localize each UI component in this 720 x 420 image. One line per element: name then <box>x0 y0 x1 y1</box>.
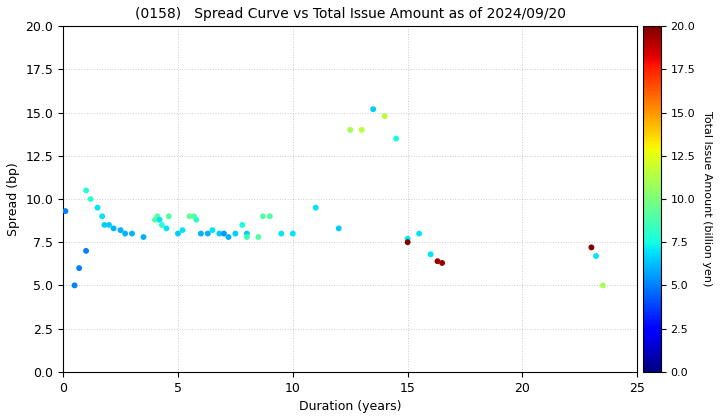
Point <box>149 216 161 223</box>
Point <box>253 234 264 240</box>
Point <box>402 235 413 242</box>
Point <box>287 230 299 237</box>
Point <box>432 258 444 265</box>
X-axis label: Duration (years): Duration (years) <box>299 400 402 413</box>
Point <box>413 230 425 237</box>
Point <box>154 216 166 223</box>
Point <box>344 126 356 133</box>
Point <box>590 253 602 260</box>
Point <box>425 251 436 257</box>
Point <box>402 239 413 246</box>
Point <box>218 230 230 237</box>
Point <box>436 260 448 266</box>
Point <box>356 126 367 133</box>
Point <box>214 230 225 237</box>
Point <box>163 213 174 220</box>
Point <box>195 230 207 237</box>
Point <box>114 227 126 234</box>
Point <box>120 230 131 237</box>
Point <box>257 213 269 220</box>
Point <box>310 204 322 211</box>
Point <box>73 265 85 271</box>
Title: (0158)   Spread Curve vs Total Issue Amount as of 2024/09/20: (0158) Spread Curve vs Total Issue Amoun… <box>135 7 566 21</box>
Point <box>276 230 287 237</box>
Point <box>172 230 184 237</box>
Point <box>126 230 138 237</box>
Point <box>264 213 276 220</box>
Point <box>191 216 202 223</box>
Point <box>241 234 253 240</box>
Point <box>151 213 163 220</box>
Point <box>188 213 199 220</box>
Point <box>379 113 390 119</box>
Point <box>222 234 234 240</box>
Point <box>96 213 108 220</box>
Y-axis label: Total Issue Amount (billion yen): Total Issue Amount (billion yen) <box>702 111 712 287</box>
Point <box>81 247 92 254</box>
Point <box>333 225 344 232</box>
Point <box>236 222 248 228</box>
Point <box>91 204 103 211</box>
Point <box>367 106 379 113</box>
Point <box>108 225 120 232</box>
Point <box>85 196 96 202</box>
Point <box>156 222 168 228</box>
Point <box>103 222 114 228</box>
Point <box>138 234 149 240</box>
Point <box>81 187 92 194</box>
Point <box>184 213 195 220</box>
Point <box>60 208 71 215</box>
Point <box>230 230 241 237</box>
Y-axis label: Spread (bp): Spread (bp) <box>7 162 20 236</box>
Point <box>177 227 189 234</box>
Point <box>202 230 214 237</box>
Point <box>161 225 172 232</box>
Point <box>585 244 597 251</box>
Point <box>207 227 218 234</box>
Point <box>241 230 253 237</box>
Point <box>99 222 110 228</box>
Point <box>69 282 81 289</box>
Point <box>390 135 402 142</box>
Point <box>597 282 608 289</box>
